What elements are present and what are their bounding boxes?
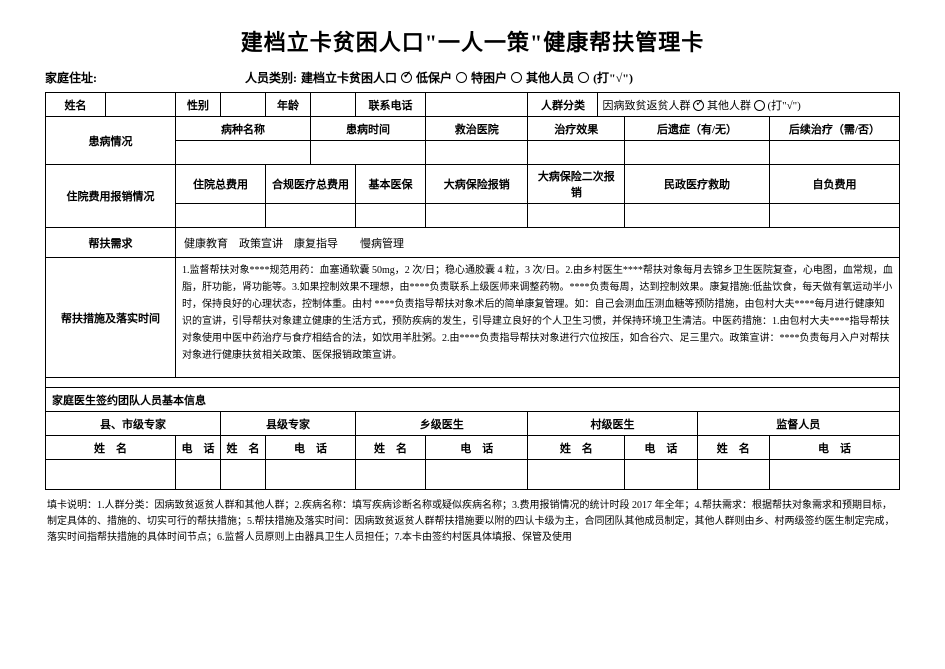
expense-basic: 基本医保 [356,165,426,204]
classify-opt1: 因病致贫返贫人群 [602,100,690,112]
age-value[interactable] [311,93,356,117]
radio-opt4[interactable] [578,72,589,83]
classify-options: 因病致贫返贫人群 其他人群 (打"√") [598,93,900,117]
disease-name-label: 病种名称 [176,117,311,141]
disease-name-value[interactable] [176,141,311,165]
radio-opt1[interactable] [401,72,412,83]
radio-classify2[interactable] [754,100,765,111]
footer-notes: 填卡说明：1.人群分类：因病致贫返贫人群和其他人群；2.疾病名称：填写疾病诊断名… [45,496,900,548]
main-table: 姓名 性别 年龄 联系电话 人群分类 因病致贫返贫人群 其他人群 (打"√") … [45,92,900,490]
category-opt2: 低保户 [416,69,452,86]
measures-label: 帮扶措施及落实时间 [46,258,176,378]
team-county: 县、市级专家 [46,412,221,436]
needs-row: 帮扶需求 健康教育 政策宣讲 康复指导 慢病管理 [46,228,900,258]
team-name4: 姓 名 [528,436,625,460]
effect-value[interactable] [528,141,625,165]
radio-classify1[interactable] [693,100,704,111]
gender-value[interactable] [221,93,266,117]
followup-label: 后续治疗（需/否） [769,117,899,141]
team-phone4: 电 话 [625,436,697,460]
team-name1-value[interactable] [46,460,176,490]
team-name4-value[interactable] [528,460,625,490]
measures-row: 帮扶措施及落实时间 1.监督帮扶对象****规范用药：血塞通软囊 50mg，2 … [46,258,900,378]
team-village: 乡级医生 [356,412,528,436]
team-header-row: 家庭医生签约团队人员基本信息 [46,388,900,412]
expense-compliant: 合规医疗总费用 [266,165,356,204]
ill-time-label: 患病时间 [311,117,426,141]
expense-total-value[interactable] [176,204,266,228]
team-phone5-value[interactable] [769,460,899,490]
check-hint: (打"√") [593,69,633,86]
header-row: 家庭住址: 人员类别: 建档立卡贫困人口 低保户 特困户 其他人员 (打"√") [45,69,900,86]
hospital-label: 救治医院 [426,117,528,141]
gender-label: 性别 [176,93,221,117]
classify-label: 人群分类 [528,93,598,117]
radio-opt3[interactable] [511,72,522,83]
expense-major2-value[interactable] [528,204,625,228]
measures-content: 1.监督帮扶对象****规范用药：血塞通软囊 50mg，2 次/日；稳心通胶囊 … [176,258,900,378]
category-opt3: 特困户 [471,69,507,86]
team-name3-value[interactable] [356,460,426,490]
team-phone2-value[interactable] [266,460,356,490]
expense-self-value[interactable] [769,204,899,228]
team-phone1-value[interactable] [176,460,221,490]
team-name3: 姓 名 [356,436,426,460]
category-group: 人员类别: 建档立卡贫困人口 低保户 特困户 其他人员 (打"√") [245,69,900,86]
team-phone3-value[interactable] [426,460,528,490]
category-label: 人员类别: [245,69,297,86]
team-name5: 姓 名 [697,436,769,460]
expense-compliant-value[interactable] [266,204,356,228]
needs-content: 健康教育 政策宣讲 康复指导 慢病管理 [176,228,900,258]
spacer-row [46,378,900,388]
illness-header-row: 患病情况 病种名称 患病时间 救治医院 治疗效果 后遗症（有/无） 后续治疗（需… [46,117,900,141]
illness-label: 患病情况 [46,117,176,165]
category-opt4: 其他人员 [526,69,574,86]
expense-label: 住院费用报销情况 [46,165,176,228]
expense-civil-value[interactable] [625,204,770,228]
team-township: 县级专家 [221,412,356,436]
team-supervisor: 监督人员 [697,412,899,436]
sequelae-value[interactable] [625,141,770,165]
team-phone1: 电 话 [176,436,221,460]
team-name2-value[interactable] [221,460,266,490]
team-name1: 姓 名 [46,436,176,460]
needs-label: 帮扶需求 [46,228,176,258]
expense-total: 住院总费用 [176,165,266,204]
basic-info-row: 姓名 性别 年龄 联系电话 人群分类 因病致贫返贫人群 其他人群 (打"√") [46,93,900,117]
classify-hint: (打"√") [767,100,800,112]
expense-header-row: 住院费用报销情况 住院总费用 合规医疗总费用 基本医保 大病保险报销 大病保险二… [46,165,900,204]
team-header: 家庭医生签约团队人员基本信息 [46,388,900,412]
expense-self: 自负费用 [769,165,899,204]
age-label: 年龄 [266,93,311,117]
team-phone3: 电 话 [426,436,528,460]
team-name2: 姓 名 [221,436,266,460]
name-label: 姓名 [46,93,106,117]
phone-value[interactable] [426,93,528,117]
team-villagedr: 村级医生 [528,412,697,436]
page-title: 建档立卡贫困人口"一人一策"健康帮扶管理卡 [45,25,900,57]
team-phone2: 电 话 [266,436,356,460]
classify-opt2: 其他人群 [707,100,751,112]
team-name5-value[interactable] [697,460,769,490]
team-roles-row: 县、市级专家 县级专家 乡级医生 村级医生 监督人员 [46,412,900,436]
ill-time-value[interactable] [311,141,426,165]
expense-major: 大病保险报销 [426,165,528,204]
expense-major-value[interactable] [426,204,528,228]
phone-label: 联系电话 [356,93,426,117]
effect-label: 治疗效果 [528,117,625,141]
expense-basic-value[interactable] [356,204,426,228]
followup-value[interactable] [769,141,899,165]
address-label: 家庭住址: [45,69,245,86]
name-value[interactable] [106,93,176,117]
sequelae-label: 后遗症（有/无） [625,117,770,141]
category-opt1: 建档立卡贫困人口 [301,69,397,86]
radio-opt2[interactable] [456,72,467,83]
expense-civil: 民政医疗救助 [625,165,770,204]
team-values-row [46,460,900,490]
team-labels-row: 姓 名 电 话 姓 名 电 话 姓 名 电 话 姓 名 电 话 姓 名 电 话 [46,436,900,460]
team-phone4-value[interactable] [625,460,697,490]
expense-major2: 大病保险二次报销 [528,165,625,204]
hospital-value[interactable] [426,141,528,165]
team-phone5: 电 话 [769,436,899,460]
